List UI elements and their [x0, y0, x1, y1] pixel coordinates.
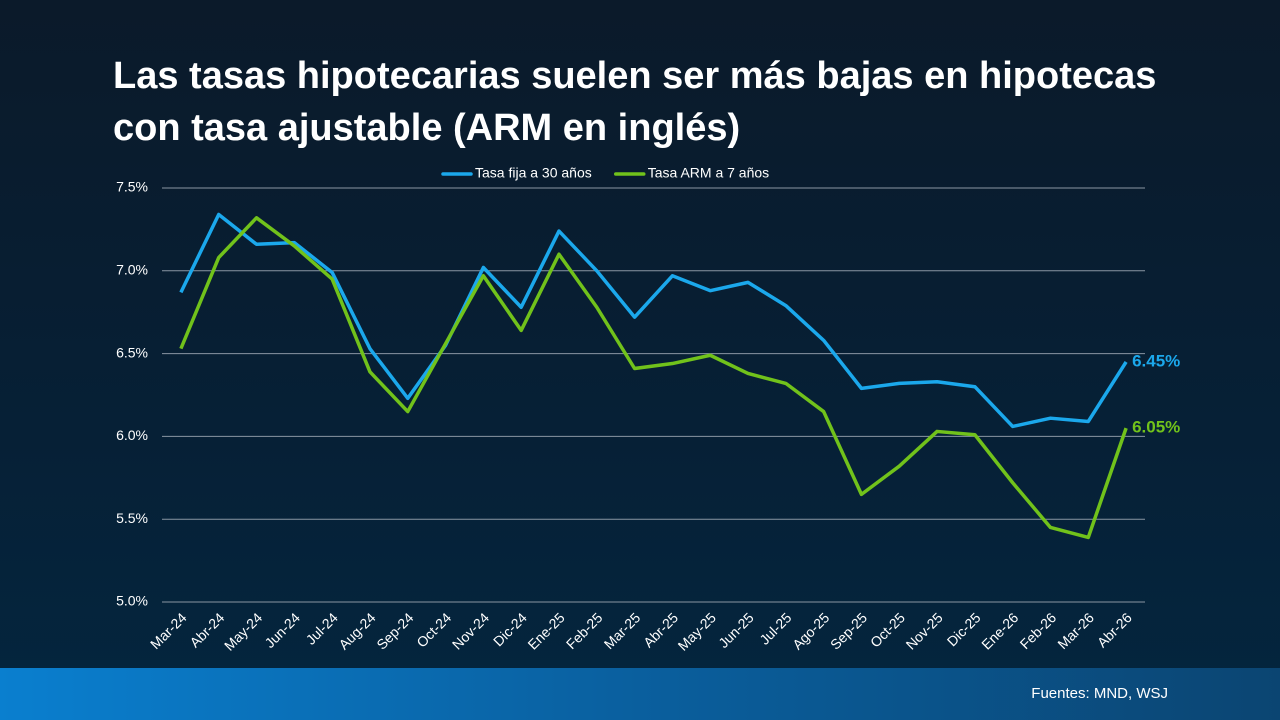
- value-label: 6.45%: [1132, 351, 1180, 370]
- x-tick-label: Nov-24: [449, 609, 492, 652]
- x-tick-label: Abr-26: [1094, 609, 1135, 650]
- x-tick-label: Jun-24: [261, 609, 303, 651]
- y-tick-label: 5.0%: [116, 593, 148, 609]
- series-line: [179, 212, 1128, 429]
- x-tick-label: Sep-24: [373, 609, 416, 652]
- x-tick-label: Oct-24: [413, 609, 454, 650]
- x-tick-label: Jun-25: [715, 609, 757, 651]
- x-tick-label: Mar-25: [601, 609, 644, 652]
- y-tick-label: 7.5%: [116, 179, 148, 195]
- x-tick-label: May-24: [221, 609, 265, 653]
- x-tick-label: Mar-24: [147, 609, 190, 652]
- x-tick-label: Ene-25: [524, 609, 567, 652]
- y-tick-label: 7.0%: [116, 262, 148, 278]
- x-tick-label: Dic-24: [490, 609, 530, 649]
- source: Fuentes: MND, WSJ: [1031, 685, 1168, 702]
- x-tick-label: Ene-26: [978, 609, 1021, 652]
- x-tick-label: Oct-25: [867, 609, 908, 650]
- legend-label: Tasa ARM a 7 años: [648, 165, 769, 181]
- y-tick-label: 5.5%: [116, 510, 148, 526]
- x-tick-label: Nov-25: [903, 609, 946, 652]
- x-tick-label: Mar-26: [1054, 609, 1097, 652]
- value-label: 6.05%: [1132, 418, 1180, 437]
- chart: 5.0%5.5%6.0%6.5%7.0%7.5%Mar-24Abr-24May-…: [116, 165, 1181, 653]
- y-tick-label: 6.5%: [116, 344, 148, 360]
- x-tick-label: May-25: [675, 609, 719, 653]
- footer: Fuentes: MND, WSJ: [0, 668, 1280, 720]
- legend-label: Tasa fija a 30 años: [475, 165, 592, 181]
- x-tick-label: Ago-25: [789, 609, 832, 652]
- y-tick-label: 6.0%: [116, 427, 148, 443]
- x-tick-label: Aug-24: [335, 609, 378, 652]
- x-tick-label: Dic-25: [944, 609, 984, 649]
- x-tick-label: Feb-25: [563, 609, 606, 652]
- chart-title: Las tasas hipotecarias suelen ser más ba…: [113, 55, 1157, 149]
- x-tick-label: Sep-25: [827, 609, 870, 652]
- series-line: [179, 216, 1128, 540]
- x-tick-label: Feb-26: [1017, 609, 1060, 652]
